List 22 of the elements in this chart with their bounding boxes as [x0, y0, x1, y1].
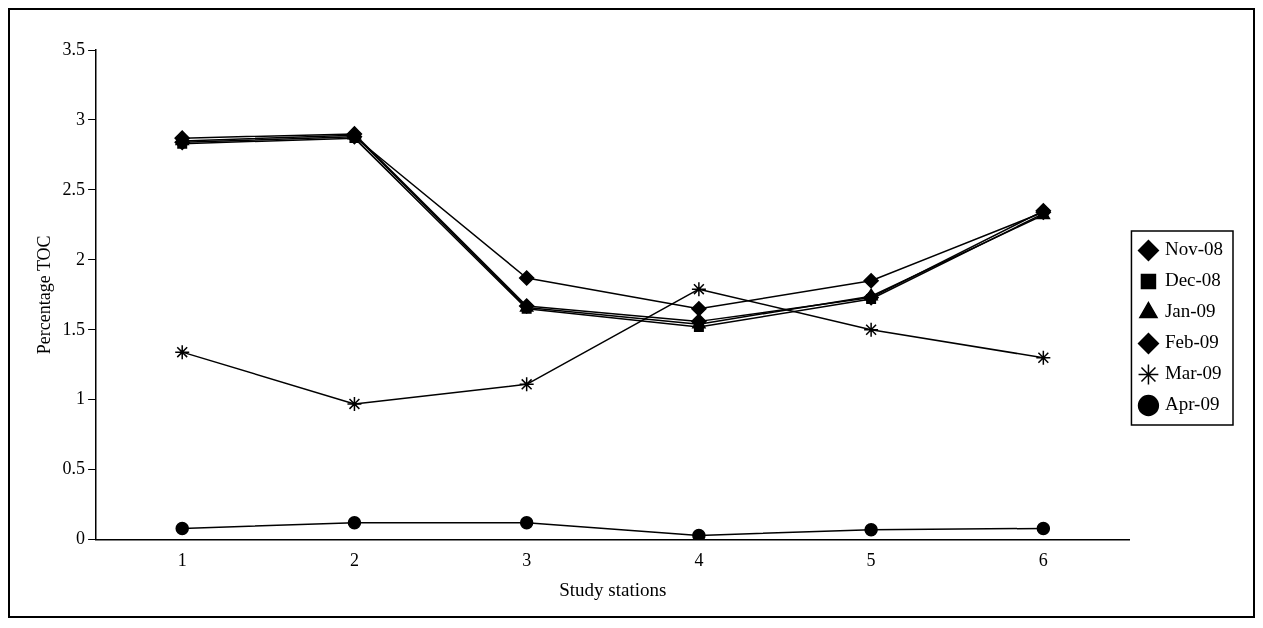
legend-label: Jan-09 [1164, 300, 1216, 322]
x-tick-label: 3 [522, 550, 532, 571]
x-tick-label: 4 [694, 550, 704, 571]
legend-label: Nov-08 [1164, 238, 1224, 260]
y-axis-title: Percentage TOC [33, 235, 54, 355]
y-tick-label: 3.5 [62, 38, 86, 59]
y-tick-label: 0 [76, 528, 86, 549]
y-tick-label: 2 [76, 248, 86, 269]
legend-label: Mar-09 [1164, 362, 1222, 384]
x-tick-label: 1 [177, 550, 187, 571]
y-tick-label: 2.5 [62, 178, 86, 199]
y-tick-label: 3 [76, 108, 86, 129]
y-tick-label: 0.5 [62, 458, 86, 479]
legend-label: Apr-09 [1164, 393, 1220, 415]
x-tick-label: 5 [866, 550, 876, 571]
x-tick-label: 2 [349, 550, 359, 571]
legend-label: Dec-08 [1164, 269, 1221, 291]
y-tick-label: 1.5 [62, 318, 86, 339]
x-axis-title: Study stations [559, 578, 667, 600]
x-tick-label: 6 [1038, 550, 1048, 571]
y-tick-label: 1 [76, 388, 86, 409]
legend-label: Feb-09 [1164, 331, 1219, 353]
